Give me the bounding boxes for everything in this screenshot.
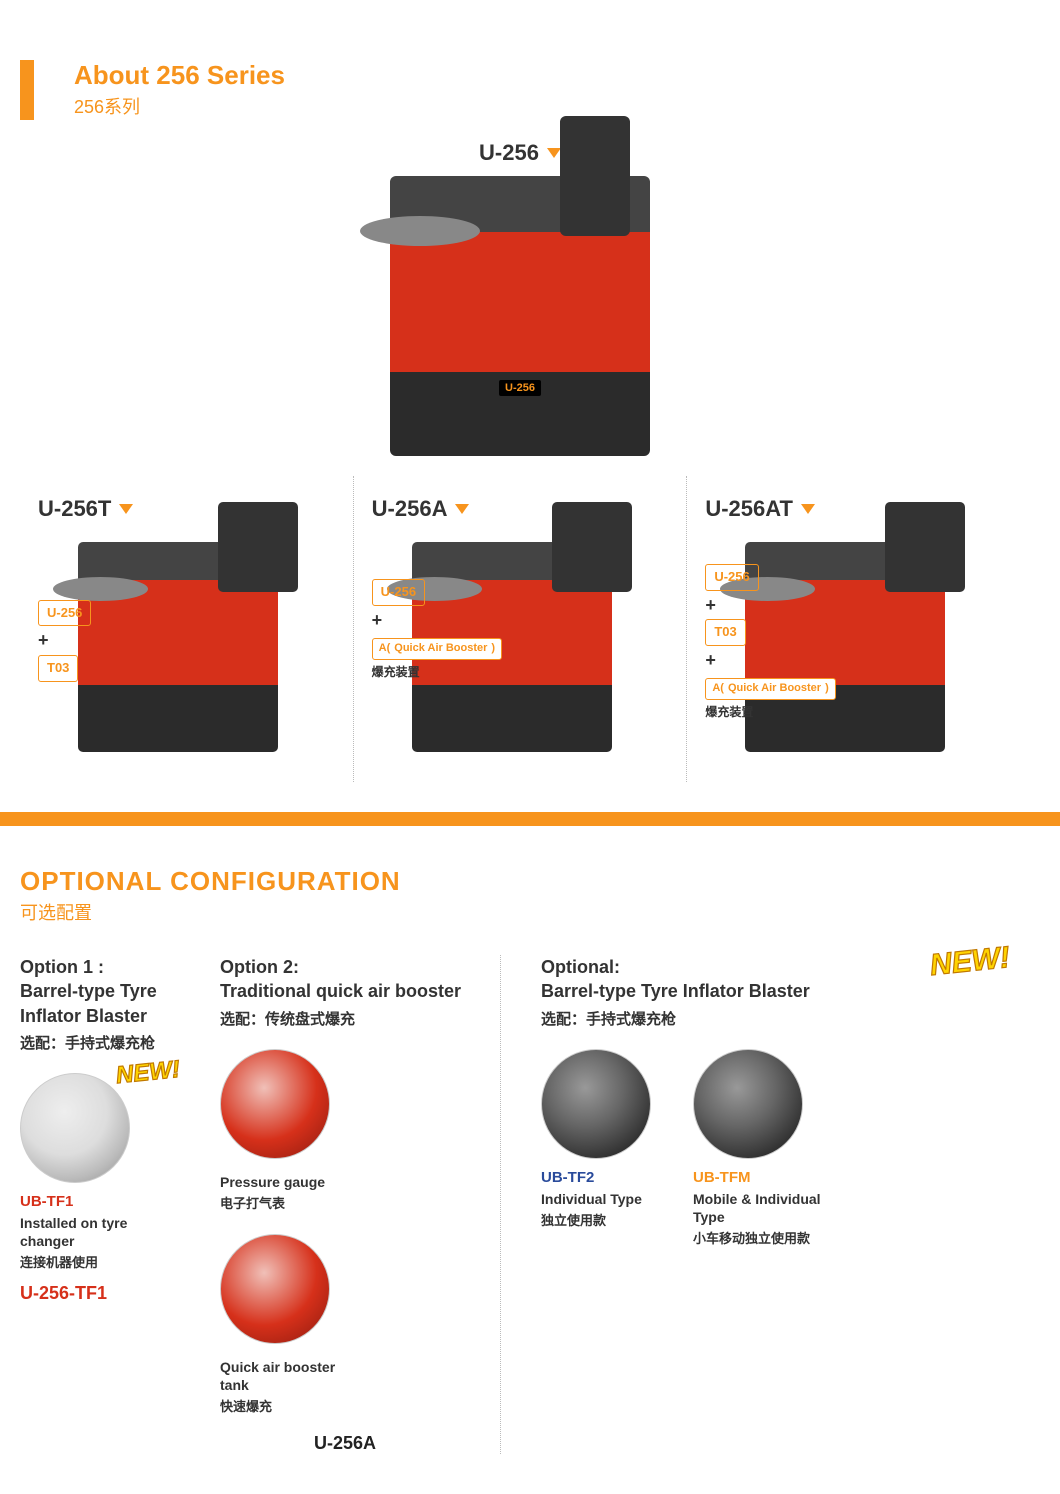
machine-tag: U-256 <box>499 380 541 396</box>
plus-icon: + <box>705 650 716 670</box>
options-header: OPTIONAL CONFIGURATION 可选配置 <box>20 866 1020 925</box>
plus-icon: + <box>38 630 49 650</box>
hero-label: U-256 <box>479 140 561 166</box>
section-header: About 256 Series 256系列 <box>20 60 1020 120</box>
option2-heading: Option 2: <box>220 955 470 979</box>
item-code: UB-TF2 <box>541 1169 671 1186</box>
variant-label: U-256T <box>38 496 133 522</box>
combo-addon: T03 <box>38 655 78 682</box>
item-code: UB-TFM <box>693 1169 823 1186</box>
option1-heading: Option 1 : <box>20 955 200 979</box>
product-thumb <box>220 1234 330 1344</box>
combo-block: U-256 + T03 <box>38 600 91 682</box>
section-title-cn: 256系列 <box>74 93 285 119</box>
option-item: Quick air booster tank 快速爆充 <box>220 1234 350 1415</box>
variant-label-text: U-256T <box>38 496 111 522</box>
options-title-en: OPTIONAL CONFIGURATION <box>20 866 1020 897</box>
booster-cn: 爆充装置 <box>705 705 753 719</box>
dropdown-icon <box>547 148 561 158</box>
item-desc-en: Individual Type <box>541 1190 671 1208</box>
model-code: U-256A <box>220 1433 470 1454</box>
dropdown-icon <box>119 504 133 514</box>
item-desc-cn: 独立使用款 <box>541 1210 671 1229</box>
model-code: U-256-TF1 <box>20 1283 150 1304</box>
item-desc-en: Pressure gauge <box>220 1173 350 1191</box>
section-title-en: About 256 Series <box>74 60 285 91</box>
product-thumb <box>541 1049 651 1159</box>
item-desc-cn: 小车移动独立使用款 <box>693 1228 823 1247</box>
option-item: NEW! UB-TF1 Installed on tyre changer 连接… <box>20 1073 150 1304</box>
item-desc-en: Quick air booster tank <box>220 1358 350 1394</box>
variant-label-text: U-256AT <box>705 496 793 522</box>
item-code: UB-TF1 <box>20 1193 150 1210</box>
dropdown-icon <box>455 504 469 514</box>
item-desc-cn: 电子打气表 <box>220 1193 350 1212</box>
variant-label: U-256AT <box>705 496 815 522</box>
combo-base: U-256 <box>38 600 91 627</box>
plus-icon: + <box>705 595 716 615</box>
hero-label-text: U-256 <box>479 140 539 166</box>
option-1: Option 1 : Barrel-type Tyre Inflator Bla… <box>20 955 200 1454</box>
section-divider <box>0 812 1060 826</box>
right-header: Optional: Barrel-type Tyre Inflator Blas… <box>541 955 1020 1029</box>
combo-block: U-256 + T03 + A(Quick Air Booster) 爆充装置 <box>705 564 835 722</box>
option1-title-cn: 选配：手持式爆充枪 <box>20 1032 200 1053</box>
variant-col: U-256T U-256 + T03 <box>20 476 353 782</box>
item-desc-en: Mobile & Individual Type <box>693 1190 823 1226</box>
booster-label: Quick Air Booster <box>728 680 821 698</box>
combo-base: U-256 <box>705 564 758 591</box>
option2-title-en: Traditional quick air booster <box>220 979 470 1003</box>
variant-col: U-256AT U-256 + T03 + A(Quick Air Booste… <box>686 476 1020 782</box>
product-thumb <box>20 1073 130 1183</box>
option-item: UB-TF2 Individual Type 独立使用款 <box>541 1049 671 1247</box>
hero-product: U-256 U-256 <box>20 140 1020 456</box>
options-grid: Option 1 : Barrel-type Tyre Inflator Bla… <box>20 955 1020 1454</box>
option-item: UB-TFM Mobile & Individual Type 小车移动独立使用… <box>693 1049 823 1247</box>
item-desc-en: Installed on tyre changer <box>20 1214 150 1250</box>
booster-label: Quick Air Booster <box>394 640 487 658</box>
catalog-page: About 256 Series 256系列 U-256 U-256 U-256… <box>0 0 1060 1494</box>
variant-row: U-256T U-256 + T03 U-256A U-256 + A(Quic… <box>20 476 1020 782</box>
machine-illustration: U-256 <box>390 176 650 456</box>
combo-addon: T03 <box>705 619 745 646</box>
variant-label: U-256A <box>372 496 470 522</box>
option-item: Pressure gauge 电子打气表 <box>220 1049 350 1212</box>
product-thumb <box>693 1049 803 1159</box>
options-right: Optional: Barrel-type Tyre Inflator Blas… <box>500 955 1020 1454</box>
machine-illustration <box>78 542 278 752</box>
booster-badge: A(Quick Air Booster) <box>372 638 502 660</box>
booster-cn: 爆充装置 <box>372 665 420 679</box>
option1-title-en: Barrel-type Tyre Inflator Blaster <box>20 979 200 1028</box>
plus-icon: + <box>372 610 383 630</box>
right-title-en: Barrel-type Tyre Inflator Blaster <box>541 979 1020 1003</box>
item-desc-cn: 连接机器使用 <box>20 1252 150 1271</box>
new-badge-icon: NEW! <box>115 1056 182 1091</box>
options-title-cn: 可选配置 <box>20 899 1020 925</box>
combo-base: U-256 <box>372 579 425 606</box>
variant-col: U-256A U-256 + A(Quick Air Booster) 爆充装置 <box>353 476 687 782</box>
option2-title-cn: 选配：传统盘式爆充 <box>220 1008 470 1029</box>
option-2: Option 2: Traditional quick air booster … <box>220 955 470 1454</box>
options-left: Option 1 : Barrel-type Tyre Inflator Bla… <box>20 955 500 1454</box>
booster-badge: A(Quick Air Booster) <box>705 678 835 700</box>
variant-label-text: U-256A <box>372 496 448 522</box>
accent-bar <box>20 60 34 120</box>
dropdown-icon <box>801 504 815 514</box>
product-thumb <box>220 1049 330 1159</box>
item-desc-cn: 快速爆充 <box>220 1396 350 1415</box>
right-title-cn: 选配：手持式爆充枪 <box>541 1008 1020 1029</box>
combo-block: U-256 + A(Quick Air Booster) 爆充装置 <box>372 579 502 682</box>
section-titles: About 256 Series 256系列 <box>74 60 285 119</box>
